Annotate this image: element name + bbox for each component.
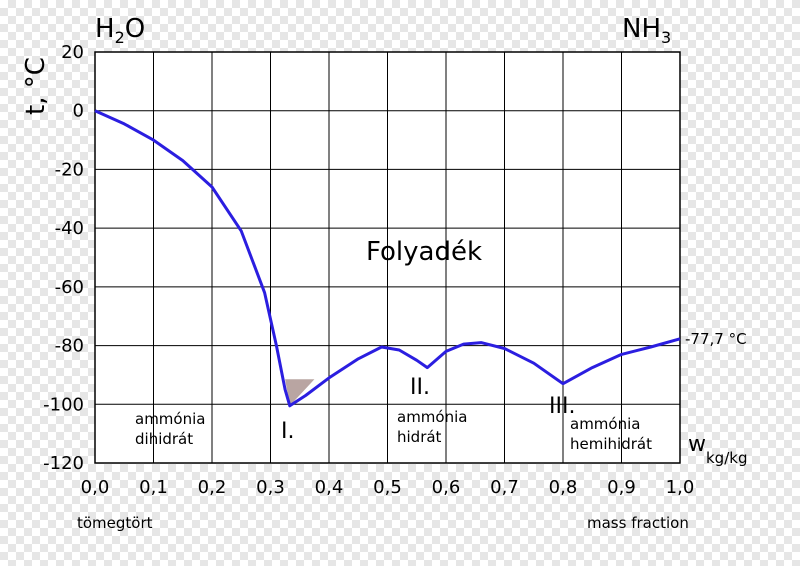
melting-point-label: -77,7 °C [685, 330, 747, 348]
y-tick-label: -60 [55, 277, 84, 298]
corner-label-water: H2O [95, 14, 145, 47]
liquid-region-label: Folyadék [366, 237, 482, 267]
x-tick-labels: 0,0 0,1 0,2 0,3 0,4 0,5 0,6 0,7 0,8 0,9 1,0 [81, 477, 695, 498]
x-tick-label: 0,6 [432, 477, 461, 498]
eutectic-triangle [285, 379, 315, 406]
y-tick-label: -40 [55, 218, 84, 239]
corner-label-ammonia: NH3 [622, 14, 671, 47]
region-3-line1: ammónia [570, 415, 640, 433]
region-3-roman: III. [549, 394, 575, 419]
y-tick-label: 0 [73, 101, 84, 122]
x-tick-label: 0,3 [256, 477, 285, 498]
x-tick-label: 0,9 [607, 477, 636, 498]
x-tick-label: 0,5 [373, 477, 402, 498]
region-1-roman: I. [281, 419, 294, 444]
x-axis-label-hu: tömegtört [77, 514, 153, 532]
plot-frame [94, 51, 681, 464]
x-tick-label: 0,0 [81, 477, 110, 498]
y-tick-label: -120 [43, 453, 84, 474]
x-axis-label-en: mass fraction [587, 514, 689, 532]
region-3-line2: hemihidrát [570, 435, 652, 453]
x-tick-label: 0,8 [549, 477, 578, 498]
y-tick-label: -100 [43, 394, 84, 415]
grid [94, 51, 681, 464]
region-1-line1: ammónia [135, 410, 205, 428]
region-2-line1: ammónia [397, 408, 467, 426]
x-tick-label: 0,1 [139, 477, 168, 498]
w-axis-label: wkg/kg [688, 432, 747, 467]
x-tick-label: 0,2 [198, 477, 227, 498]
y-tick-labels: 20 0 -20 -40 -60 -80 -100 -120 [43, 42, 84, 474]
region-1-line2: dihidrát [135, 430, 193, 448]
x-tick-label: 0,4 [315, 477, 344, 498]
liquidus-curve [94, 109, 681, 408]
region-2-roman: II. [410, 375, 430, 400]
x-tick-label: 1,0 [666, 477, 695, 498]
y-axis-label: t, °C [21, 57, 51, 115]
region-2-line2: hidrát [397, 428, 442, 446]
y-tick-label: -20 [55, 159, 84, 180]
x-tick-label: 0,7 [490, 477, 519, 498]
y-tick-label: -80 [55, 336, 84, 357]
y-tick-label: 20 [61, 42, 84, 63]
